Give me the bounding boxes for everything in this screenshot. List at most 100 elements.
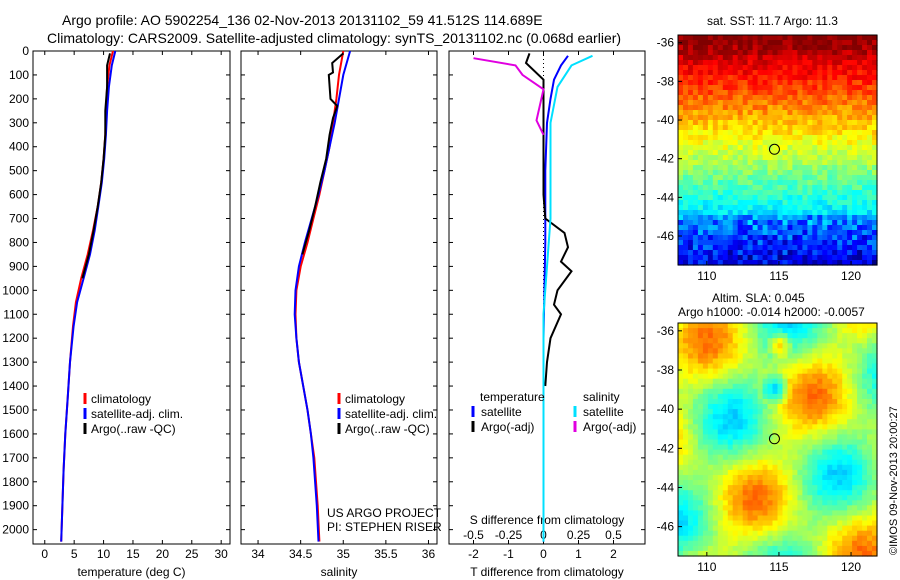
- map-cell: [762, 195, 769, 201]
- map-cell: [812, 520, 818, 527]
- map-cell: [867, 424, 873, 430]
- map-cell: [683, 85, 689, 91]
- map-cell: [867, 490, 873, 496]
- map-cell: [697, 50, 704, 56]
- map-cell: [707, 75, 714, 81]
- map-cell: [762, 220, 769, 226]
- map-cell: [827, 200, 833, 206]
- map-cell: [683, 140, 689, 146]
- map-cell: [697, 215, 704, 221]
- map-cell: [782, 510, 789, 517]
- map-cell: [777, 65, 784, 71]
- map-cell: [757, 180, 764, 186]
- map-cell: [837, 195, 843, 201]
- map-cell: [757, 444, 764, 451]
- map-cell: [847, 200, 853, 206]
- map-cell: [792, 404, 798, 410]
- map-cell: [727, 150, 734, 156]
- map-cell: [872, 145, 878, 151]
- map-cell: [742, 343, 749, 349]
- map-cell: [747, 85, 754, 91]
- map-cell: [732, 90, 739, 96]
- map-cell: [787, 230, 794, 236]
- map-cell: [722, 35, 729, 41]
- map-cell: [767, 469, 774, 476]
- map-cell: [792, 409, 798, 415]
- map-cell: [832, 434, 838, 441]
- map-cell: [797, 75, 803, 81]
- map-cell: [867, 469, 873, 476]
- map-cell: [857, 480, 863, 486]
- map-cell: [782, 185, 789, 191]
- map-cell: [852, 35, 858, 41]
- map-cell: [757, 495, 764, 501]
- map-cell: [827, 485, 833, 491]
- map-cell: [837, 190, 843, 196]
- map-cell: [787, 255, 794, 261]
- map-cell: [857, 353, 863, 360]
- map-cell: [872, 185, 878, 191]
- map-cell: [678, 414, 684, 420]
- map-cell: [737, 235, 744, 241]
- map-cell: [782, 383, 789, 390]
- map-cell: [802, 550, 808, 557]
- map-cell: [817, 195, 823, 201]
- map-cell: [702, 505, 709, 511]
- map-cell: [832, 150, 838, 156]
- map-cell: [697, 235, 704, 241]
- map-cell: [688, 135, 694, 141]
- map-cell: [822, 530, 828, 537]
- map-cell: [812, 155, 818, 161]
- map-cell: [792, 434, 798, 441]
- map-cell: [872, 165, 878, 171]
- map-cell: [822, 475, 828, 481]
- map-cell: [772, 110, 779, 116]
- map-cell: [852, 170, 858, 176]
- map-cell: [802, 434, 808, 441]
- map-cell: [762, 469, 769, 476]
- x-tick-label: 25: [185, 547, 199, 561]
- map-cell: [767, 525, 774, 532]
- map-cell: [772, 510, 779, 517]
- map-cell: [702, 120, 709, 126]
- map-cell: [727, 255, 734, 261]
- map-cell: [702, 469, 709, 476]
- map-cell: [692, 454, 699, 461]
- map-cell: [832, 348, 838, 354]
- map-cell: [872, 150, 878, 156]
- map-cell: [857, 414, 863, 420]
- map-cell: [732, 230, 739, 236]
- map-cell: [852, 105, 858, 111]
- map-cell: [872, 250, 878, 256]
- map-cell: [797, 195, 803, 201]
- map-cell: [822, 150, 828, 156]
- series-line: [301, 52, 344, 255]
- map-cell: [722, 434, 729, 441]
- map-cell: [787, 240, 794, 246]
- map-cell: [777, 195, 784, 201]
- map-cell: [757, 520, 764, 527]
- map-cell: [852, 180, 858, 186]
- map-cell: [688, 343, 694, 349]
- map-cell: [712, 110, 719, 116]
- map-cell: [797, 500, 803, 506]
- map-cell: [847, 65, 853, 71]
- map-cell: [732, 215, 739, 221]
- map-cell: [757, 530, 764, 537]
- map-cell: [757, 348, 764, 354]
- map-cell: [822, 240, 828, 246]
- map-cell: [697, 459, 704, 466]
- map-cell: [707, 130, 714, 136]
- map-cell: [802, 245, 808, 251]
- map-cell: [727, 333, 734, 339]
- map-cell: [782, 414, 789, 420]
- map-cell: [792, 200, 798, 206]
- map-cell: [852, 404, 858, 410]
- map-cell: [847, 439, 853, 446]
- map-cell: [777, 170, 784, 176]
- map-cell: [802, 125, 808, 131]
- map-cell: [812, 358, 818, 365]
- map-cell: [822, 429, 828, 436]
- map-cell: [842, 414, 848, 420]
- map-cell: [757, 105, 764, 111]
